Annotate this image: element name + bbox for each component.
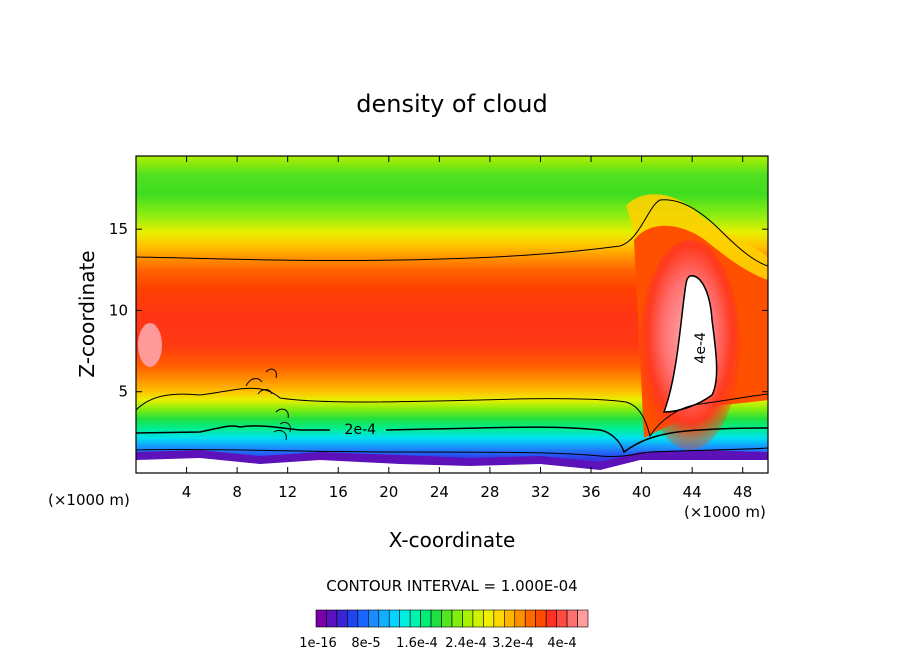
colorbar-swatch (556, 609, 568, 628)
colorbar-swatch (493, 609, 505, 628)
x-tick-label: 24 (430, 483, 449, 501)
contour-line-2e-4 (136, 425, 768, 454)
contour-interval-text: CONTOUR INTERVAL = 1.000E-04 (326, 577, 577, 595)
chart-title: density of cloud (356, 90, 547, 118)
y-axis: 5 10 15 (109, 220, 768, 401)
colorbar-swatch (368, 609, 380, 628)
colorbar-swatch (357, 609, 369, 628)
contour-fragments (245, 368, 291, 441)
max-contour-outline (662, 275, 718, 413)
colorbar-tick-label: 2.4e-4 (445, 636, 487, 651)
colorbar-swatch (326, 609, 338, 628)
colorbar (315, 609, 589, 628)
x-tick-label: 20 (379, 483, 398, 501)
colorbar-swatch (378, 609, 390, 628)
plot-frame (135, 155, 769, 474)
y-tick-label: 15 (109, 220, 128, 238)
colorbar-tick-label: 3.2e-4 (492, 636, 534, 651)
colorbar-labels: 1e-16 8e-5 1.6e-4 2.4e-4 3.2e-4 4e-4 (299, 636, 576, 651)
x-tick-label: 16 (329, 483, 348, 501)
x-tick-label: 48 (733, 483, 752, 501)
x-unit-right: (×1000 m) (684, 503, 766, 521)
colorbar-swatch (347, 609, 359, 628)
colorbar-swatch (504, 609, 516, 628)
x-tick-label: 44 (683, 483, 702, 501)
colorbar-swatch (388, 609, 400, 628)
x-tick-label: 36 (581, 483, 600, 501)
x-tick-label: 12 (278, 483, 297, 501)
colorbar-swatch (315, 609, 327, 628)
contour-label-4e-4: 4e-4 (693, 332, 709, 364)
colorbar-swatch (336, 609, 348, 628)
contour-line-lower (136, 447, 768, 457)
x-axis: 4 8 12 16 20 24 28 32 36 40 44 48 (182, 156, 752, 501)
plot-area (136, 156, 768, 473)
colorbar-swatch (566, 609, 578, 628)
x-tick-label: 8 (232, 483, 242, 501)
colorbar-swatch (514, 609, 526, 628)
contour-label-2e-4: 2e-4 (345, 422, 377, 438)
colorbar-swatch (441, 609, 453, 628)
colorbar-swatch (483, 609, 495, 628)
colorbar-swatch (399, 609, 411, 628)
y-axis-label: Z-coordinate (75, 250, 99, 377)
colorbar-tick-label: 1e-16 (299, 636, 337, 651)
max-density-region (664, 275, 717, 412)
colorbar-swatch (451, 609, 463, 628)
colorbar-swatch (430, 609, 442, 628)
colorbar-swatch (524, 609, 536, 628)
colorbar-swatch (472, 609, 484, 628)
x-unit-left: (×1000 m) (48, 491, 130, 509)
x-tick-label: 40 (632, 483, 651, 501)
colorbar-tick-label: 8e-5 (351, 636, 380, 651)
y-tick-label: 5 (118, 383, 128, 401)
colorbar-swatch (577, 609, 589, 628)
colorbar-tick-label: 4e-4 (547, 636, 576, 651)
colorbar-swatch (535, 609, 547, 628)
colorbar-swatch (545, 609, 557, 628)
left-edge-max (138, 323, 162, 367)
y-tick-label: 10 (109, 301, 128, 319)
contour-line-top (136, 199, 768, 267)
x-tick-label: 4 (182, 483, 192, 501)
colorbar-swatch (409, 609, 421, 628)
colorbar-swatch (462, 609, 474, 628)
x-tick-label: 32 (531, 483, 550, 501)
colorbar-swatch (420, 609, 432, 628)
x-axis-label: X-coordinate (389, 528, 516, 552)
colorbar-tick-label: 1.6e-4 (396, 636, 438, 651)
x-tick-label: 28 (480, 483, 499, 501)
bottom-blank (136, 458, 768, 473)
